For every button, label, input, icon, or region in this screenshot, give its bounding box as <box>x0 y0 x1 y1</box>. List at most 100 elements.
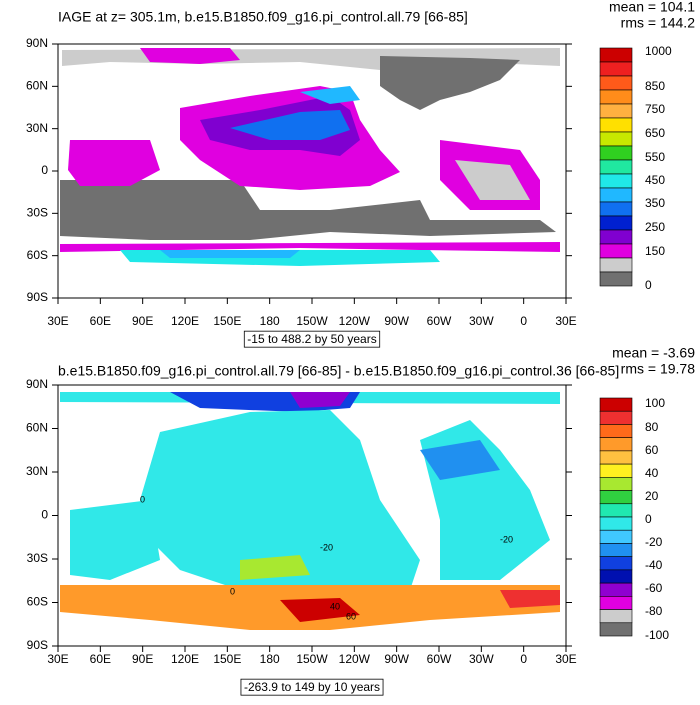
lon-label: 0 <box>520 314 527 328</box>
lat-label: 60S <box>27 595 48 609</box>
lon-label: 30E <box>47 652 68 666</box>
colorbar-label: 250 <box>645 220 665 234</box>
colorbar-swatch <box>599 89 633 105</box>
colorbar-label: 350 <box>645 196 665 210</box>
lon-label: 90E <box>132 314 153 328</box>
contour-label: -20 <box>320 542 333 552</box>
colorbar-label: 1000 <box>645 44 672 58</box>
lon-label: 120W <box>339 652 371 666</box>
lat-label: 0 <box>41 508 48 522</box>
colorbar-swatch <box>599 569 633 584</box>
colorbar-swatch <box>599 529 633 544</box>
lon-label: 60W <box>427 652 452 666</box>
contour-label: -20 <box>500 534 513 544</box>
colorbar-label: 750 <box>645 102 665 116</box>
lat-label: 0 <box>41 163 48 177</box>
colorbar-label: -80 <box>645 604 663 618</box>
colorbar-swatch <box>599 397 633 412</box>
lat-label: 90N <box>26 36 48 50</box>
southern-red <box>280 598 360 622</box>
colorbar-label: 0 <box>645 278 652 292</box>
colorbar-swatch <box>599 622 633 637</box>
colorbar-swatch <box>599 229 633 245</box>
southern-red-east <box>500 590 560 608</box>
lat-label: 90N <box>26 377 48 391</box>
colorbar-label: 650 <box>645 126 665 140</box>
colorbar-swatch <box>599 215 633 231</box>
lat-label: 60N <box>26 421 48 435</box>
indian <box>70 500 160 580</box>
lon-label: 60W <box>427 314 452 328</box>
colorbar-swatch <box>599 131 633 147</box>
colorbar-label: 60 <box>645 443 659 457</box>
colorbar-label: -60 <box>645 581 663 595</box>
lon-label: 150W <box>296 314 328 328</box>
colorbar-label: -20 <box>645 535 663 549</box>
contour-label: 60 <box>346 611 356 621</box>
colorbar-swatch <box>599 117 633 133</box>
lat-label: 30S <box>27 551 48 565</box>
lon-label: 180 <box>260 652 280 666</box>
panel-title: IAGE at z= 305.1m, b.e15.B1850.f09_g16.p… <box>58 9 468 25</box>
lon-label: 60E <box>90 652 111 666</box>
colorbar-swatch <box>599 477 633 491</box>
colorbar-swatch <box>599 103 633 119</box>
colorbar-label: -40 <box>645 558 663 572</box>
colorbar-swatch <box>599 243 633 259</box>
colorbar-label: 450 <box>645 173 665 187</box>
colorbar-swatch <box>599 450 633 465</box>
range-note-box <box>243 330 381 348</box>
lon-label: 120W <box>339 314 371 328</box>
green-patch <box>240 555 310 580</box>
lon-label: 120E <box>171 652 199 666</box>
lat-label: 30N <box>26 121 48 135</box>
colorbar-swatch <box>599 582 633 597</box>
colorbar-swatch <box>599 159 633 175</box>
colorbar-swatch <box>599 271 633 287</box>
lon-label: 30W <box>469 314 494 328</box>
colorbar-swatch <box>599 437 633 452</box>
lon-label: 150E <box>213 314 241 328</box>
colorbar-swatch <box>599 516 633 531</box>
lat-label: 30N <box>26 464 48 478</box>
contour-label: 0 <box>230 586 235 596</box>
south-magenta-band <box>60 242 560 252</box>
pacific-blue <box>230 110 350 140</box>
lat-label: 60N <box>26 79 48 93</box>
colorbar-swatch <box>599 503 633 518</box>
range-note: -263.9 to 149 by 10 years <box>244 680 380 694</box>
lat-label: 90S <box>27 290 48 304</box>
colorbar-swatch <box>599 75 633 91</box>
lon-label: 30W <box>469 652 494 666</box>
lon-label: 150E <box>213 652 241 666</box>
colorbar-label: -100 <box>645 628 669 642</box>
map-1 <box>57 43 567 299</box>
pacific <box>140 410 420 590</box>
colorbar-label: 550 <box>645 150 665 164</box>
map-2 <box>57 384 567 647</box>
atlantic-blue <box>420 440 500 480</box>
colorbar-swatch <box>599 187 633 203</box>
arctic-zone <box>140 48 240 64</box>
colorbar-swatch <box>599 609 633 624</box>
colorbar-swatch <box>599 490 633 505</box>
arctic-purple <box>290 392 350 408</box>
lat-label: 60S <box>27 248 48 262</box>
lon-label: 120E <box>171 314 199 328</box>
colorbar-swatch <box>599 543 633 557</box>
colorbar-label: 40 <box>645 466 659 480</box>
lon-label: 90W <box>384 652 409 666</box>
colorbar-label: 150 <box>645 244 665 258</box>
indian-magenta <box>68 140 160 186</box>
panel-title: b.e15.B1850.f09_g16.pi_control.all.79 [6… <box>58 363 619 379</box>
lon-label: 90E <box>132 652 153 666</box>
colorbar-swatch <box>599 424 633 438</box>
mean-stat: mean = -3.69 <box>612 345 695 361</box>
colorbar-swatch <box>599 410 633 425</box>
lat-label: 30S <box>27 206 48 220</box>
colorbar-label: 20 <box>645 489 659 503</box>
contour-label: 0 <box>140 494 145 504</box>
lon-label: 180 <box>260 314 280 328</box>
colorbar-swatch <box>599 463 633 478</box>
